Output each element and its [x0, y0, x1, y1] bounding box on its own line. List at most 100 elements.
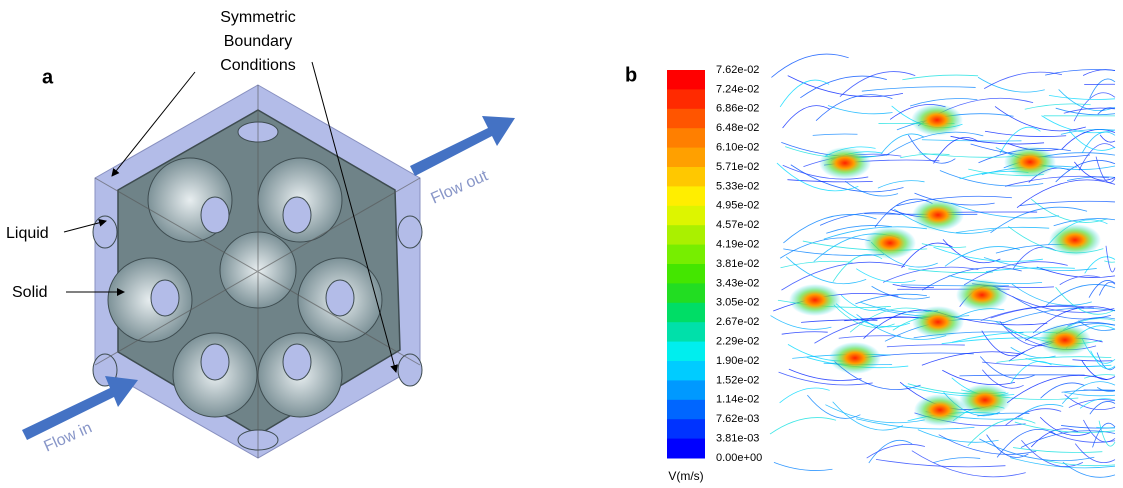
streamline [771, 54, 848, 77]
colorbar-label: 6.10e-02 [716, 142, 759, 154]
panel-label: b [625, 64, 637, 86]
streamline [1085, 257, 1115, 274]
velocity-hotspot [819, 147, 871, 179]
streamline [1104, 261, 1115, 262]
streamline [780, 388, 830, 403]
colorbar-segment [667, 186, 705, 206]
streamline [1013, 447, 1102, 452]
streamline [878, 181, 925, 188]
streamline [985, 131, 1066, 136]
streamline [833, 254, 882, 281]
solid-label: Solid [12, 284, 48, 301]
colorbar-label: 4.57e-02 [716, 219, 759, 231]
streamline [1090, 401, 1115, 414]
streamline [942, 370, 1015, 384]
flow-out-label: Flow out [428, 167, 491, 207]
colorbar-label: 5.71e-02 [716, 161, 759, 173]
streamline [908, 135, 955, 163]
colorbar-label: 7.62e-02 [716, 64, 759, 76]
streamline [922, 244, 966, 248]
colorbar-segment [667, 264, 705, 284]
colorbar-segment [667, 361, 705, 381]
colorbar-segment [667, 167, 705, 187]
streamline [1049, 95, 1115, 99]
streamlines [770, 54, 1115, 477]
colorbar: 7.62e-027.24e-026.86e-026.48e-026.10e-02… [667, 64, 762, 464]
streamline [1045, 69, 1115, 75]
colorbar-segment [667, 70, 705, 90]
streamline [1026, 358, 1112, 366]
colorbar-label: 5.33e-02 [716, 180, 759, 192]
velocity-hotspot [1049, 224, 1101, 256]
streamline [881, 134, 924, 154]
velocity-hotspot [1004, 146, 1056, 178]
streamline [1100, 135, 1115, 142]
streamline [828, 105, 893, 113]
colorbar-segment [667, 89, 705, 109]
streamline [939, 435, 1036, 455]
velocity-hotspot [912, 306, 964, 338]
colorbar-label: 3.81e-02 [716, 258, 759, 270]
panel-label: a [42, 66, 54, 88]
boundary-label: Boundary [224, 33, 293, 50]
streamline [902, 75, 978, 80]
panel-b: b 7.62e-027.24e-026.86e-026.48e-026.10e-… [625, 54, 1115, 483]
streamline [816, 95, 892, 121]
streamline [979, 439, 1094, 461]
streamline [771, 316, 832, 330]
streamline [783, 106, 830, 128]
colorbar-segment [667, 419, 705, 439]
streamline [813, 134, 858, 135]
streamline [960, 375, 1085, 376]
streamline [945, 247, 1020, 267]
colorbar-label: 3.05e-02 [716, 297, 759, 309]
flow-out-arrow [410, 116, 515, 176]
streamline [1079, 144, 1115, 171]
colorbar-label: 7.62e-03 [716, 413, 759, 425]
streamline [934, 247, 1043, 261]
streamline [995, 106, 1086, 130]
colorbar-label: 4.19e-02 [716, 239, 759, 251]
boundary-label: Conditions [220, 57, 296, 74]
streamline [1059, 89, 1115, 110]
streamline [856, 269, 915, 283]
streamline [951, 203, 1059, 218]
streamline [869, 440, 912, 463]
colorbar-segment [667, 380, 705, 400]
colorbar-label: 0.00e+00 [716, 452, 762, 464]
streamline [781, 262, 904, 290]
streamline [1056, 160, 1115, 182]
streamline [779, 372, 873, 385]
streamline [840, 72, 915, 97]
figure: a Symmetric Boundary Conditions Liquid S… [0, 0, 1123, 488]
colorbar-unit: V(m/s) [668, 469, 703, 483]
streamline [1072, 360, 1112, 361]
colorbar-segment [667, 245, 705, 265]
panel-a: a Symmetric Boundary Conditions Liquid S… [6, 9, 515, 458]
colorbar-label: 6.86e-02 [716, 103, 759, 115]
colorbar-segment [667, 439, 705, 459]
colorbar-segment [667, 225, 705, 245]
colorbar-segment [667, 400, 705, 420]
colorbar-label: 6.48e-02 [716, 122, 759, 134]
streamline [933, 458, 980, 463]
colorbar-label: 1.90e-02 [716, 355, 759, 367]
colorbar-segment [667, 303, 705, 323]
streamline [780, 80, 829, 107]
colorbar-label: 2.29e-02 [716, 336, 759, 348]
colorbar-label: 3.81e-03 [716, 433, 759, 445]
streamline [1021, 431, 1115, 448]
velocity-hotspot [914, 394, 966, 426]
streamline [1089, 280, 1115, 297]
colorbar-segment [667, 206, 705, 226]
colorbar-segment [667, 342, 705, 362]
streamline [1011, 361, 1052, 383]
boundary-label: Symmetric [220, 9, 296, 26]
streamline [1017, 180, 1115, 208]
streamline [867, 444, 925, 458]
colorbar-label: 3.43e-02 [716, 277, 759, 289]
streamline [782, 332, 828, 334]
streamline [807, 395, 860, 418]
velocity-hotspot [912, 199, 964, 231]
streamline [1099, 282, 1115, 295]
